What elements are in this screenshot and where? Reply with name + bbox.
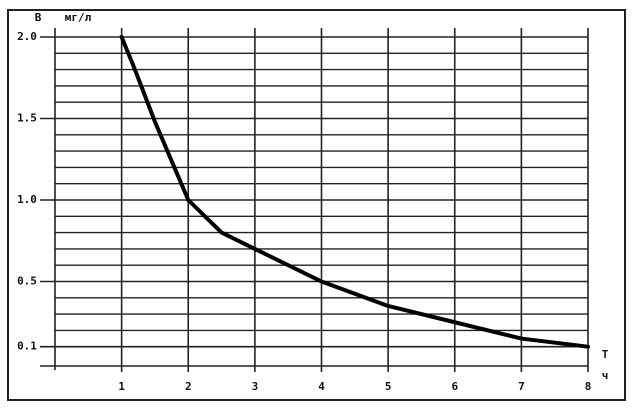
data-line xyxy=(119,35,590,349)
y-tick-label: 0.5 xyxy=(17,275,37,288)
x-tick-label: 8 xyxy=(585,380,592,393)
y-tick-label: 1.5 xyxy=(17,112,37,125)
x-tick-label: 5 xyxy=(385,380,392,393)
x-tick-label: 1 xyxy=(118,380,125,393)
x-tick-label: 2 xyxy=(185,380,192,393)
x-tick-label: 7 xyxy=(518,380,525,393)
y-axis-label: B xyxy=(35,11,42,24)
x-axis-unit: ч xyxy=(602,369,609,382)
x-axis-label: T xyxy=(602,348,609,361)
x-tick-label: 4 xyxy=(318,380,325,393)
y-tick-label: 2.0 xyxy=(17,30,37,43)
x-tick-label: 6 xyxy=(451,380,458,393)
y-tick-label: 1.0 xyxy=(17,193,37,206)
y-tick-label: 0.1 xyxy=(17,340,37,353)
y-axis-unit: мг/л xyxy=(65,11,92,24)
frame xyxy=(7,9,626,401)
x-tick-label: 3 xyxy=(252,380,259,393)
